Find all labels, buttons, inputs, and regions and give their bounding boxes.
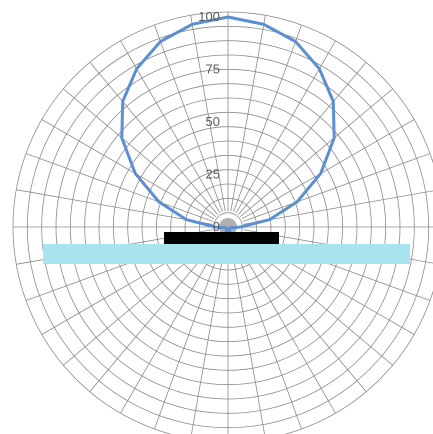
r-tick-label: 100	[198, 9, 220, 24]
grid-spoke	[243, 190, 433, 225]
grid-spoke	[191, 242, 226, 434]
grid-spoke	[230, 242, 265, 434]
overlay-block	[164, 232, 279, 244]
grid-ring	[112, 111, 344, 343]
r-tick-label: 50	[206, 114, 220, 129]
grid-ring	[170, 169, 286, 285]
grid-spoke	[120, 240, 221, 414]
grid-ring	[26, 25, 430, 429]
grid-ring	[141, 140, 315, 314]
grid-spoke	[190, 15, 226, 212]
r-tick-label: 0	[213, 219, 220, 234]
grid-spoke	[89, 239, 219, 392]
grid-spoke	[230, 15, 266, 212]
grid-spoke	[16, 189, 213, 225]
grid-ring	[184, 183, 272, 271]
grid-spoke	[89, 62, 219, 215]
grid-ring	[12, 11, 433, 434]
grid-spoke	[235, 40, 336, 214]
grid-spoke	[242, 153, 431, 222]
grid-spoke	[241, 119, 415, 220]
overlay-layer	[43, 232, 410, 264]
radial-tick-labels: 0 25 50 75 100	[198, 9, 220, 234]
grid-spoke	[235, 240, 336, 414]
grid-ring	[69, 68, 387, 386]
grid-ring	[155, 154, 301, 300]
overlay-band	[43, 244, 410, 264]
grid-ring	[98, 97, 358, 357]
grid-spoke	[233, 24, 302, 213]
center-hub	[219, 218, 237, 236]
r-tick-label: 75	[206, 62, 220, 77]
r-tick-label: 25	[206, 167, 220, 182]
grid-spoke	[63, 88, 216, 218]
grid-spoke	[240, 88, 393, 218]
grid-spoke	[154, 241, 223, 430]
grid-ring	[84, 83, 372, 371]
grid-ring	[55, 54, 401, 400]
grid-ring	[41, 40, 415, 414]
grid-spoke	[237, 239, 367, 392]
grid-spoke	[25, 153, 214, 222]
grid-spoke	[154, 24, 223, 213]
grid-spoke	[237, 62, 367, 215]
grid-ring	[127, 126, 329, 328]
grid-spoke	[41, 119, 215, 220]
grid-spoke	[233, 241, 302, 430]
